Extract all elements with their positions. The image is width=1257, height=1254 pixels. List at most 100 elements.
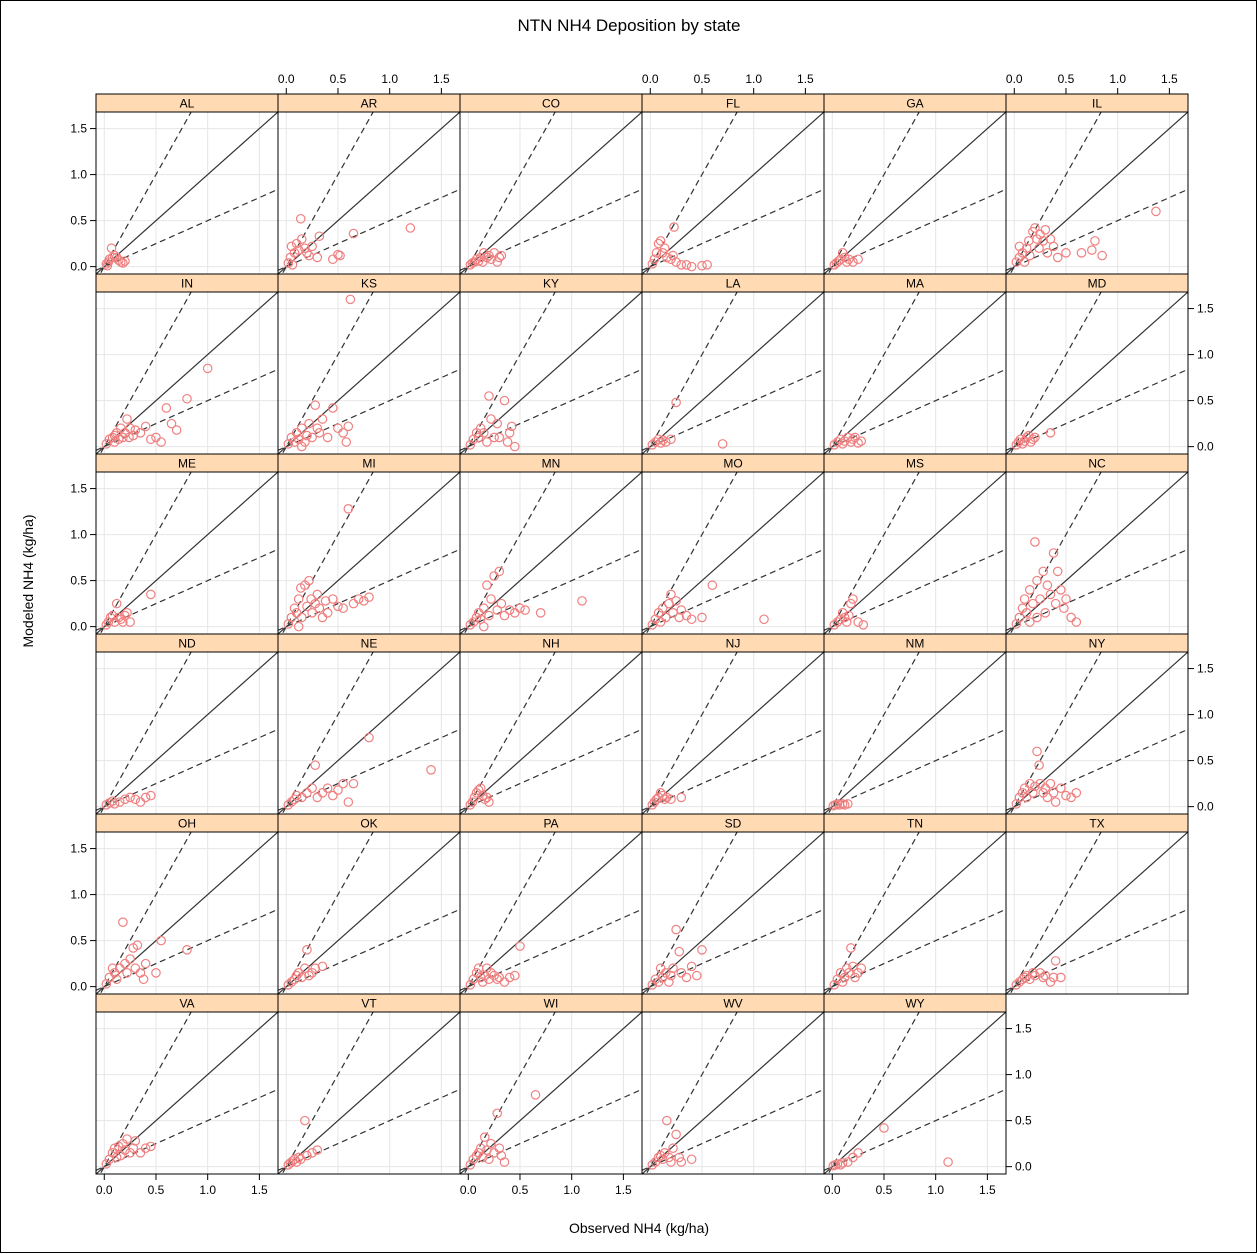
data-point (697, 612, 707, 623)
panel-wv: WV (641, 993, 825, 1175)
data-point (674, 612, 685, 623)
data-point (647, 1159, 658, 1170)
data-point (1087, 245, 1097, 255)
ratio-line-0-5 (460, 1088, 642, 1171)
data-point (647, 619, 658, 630)
y-tick-label-right: 0.0 (1197, 800, 1214, 814)
data-point (1056, 585, 1066, 595)
one-to-one-line (642, 112, 824, 274)
one-to-one-line (642, 1012, 824, 1174)
data-point (496, 598, 507, 609)
data-point (111, 974, 122, 985)
data-point (842, 799, 853, 809)
data-point (130, 1136, 141, 1146)
panel-ma: MA (823, 273, 1007, 455)
panel-inner (642, 652, 824, 814)
data-point (107, 796, 118, 806)
data-point (686, 614, 697, 625)
data-point (293, 621, 304, 632)
panel-inner (460, 292, 642, 454)
data-point (671, 257, 681, 267)
data-point (668, 963, 678, 974)
panel-sd: SD (641, 813, 825, 995)
data-point (686, 1154, 697, 1165)
data-point (120, 256, 130, 266)
one-to-one-line (96, 472, 278, 634)
data-point (655, 438, 666, 448)
x-axis-title: Observed NH4 (kg/ha) (569, 1220, 709, 1236)
x-tick-label: 0.5 (512, 1183, 529, 1197)
panel-inner (96, 292, 278, 454)
panel-nj: NJ (641, 633, 825, 815)
data-point (1021, 792, 1032, 803)
one-to-one-line (278, 1012, 460, 1174)
data-point (647, 979, 658, 990)
strip-label-nd: ND (178, 637, 196, 651)
data-point (314, 603, 325, 614)
data-point (494, 432, 505, 443)
strip-label-nc: NC (1088, 457, 1106, 471)
data-point (650, 437, 661, 447)
data-point (302, 1150, 312, 1161)
data-point (307, 783, 317, 794)
data-point (317, 414, 328, 424)
strip (1005, 273, 1189, 293)
data-point (122, 608, 132, 618)
data-point (647, 259, 658, 269)
x-tick-label-top: 1.0 (381, 72, 398, 86)
data-point (515, 941, 525, 951)
strip-label-sd: SD (725, 817, 742, 831)
data-point (312, 589, 323, 600)
x-tick-label: 1.0 (199, 1183, 216, 1197)
data-point (291, 970, 302, 981)
one-to-one-line (1006, 652, 1188, 814)
data-point (102, 260, 113, 271)
panel-ky: KY (459, 273, 643, 455)
data-point (504, 605, 515, 615)
data-point (1045, 778, 1056, 789)
data-point (1030, 537, 1040, 547)
panel-inner (278, 652, 460, 814)
ratio-line-0-5 (824, 548, 1006, 631)
data-point (120, 794, 130, 805)
panel-inner (460, 1012, 642, 1174)
data-point (283, 979, 294, 990)
data-point (353, 594, 364, 604)
y-tick-label-right: 1.0 (1015, 1068, 1032, 1082)
ratio-line-0-5 (96, 728, 278, 811)
data-point (107, 963, 118, 974)
data-point (312, 252, 323, 263)
data-point (486, 968, 496, 978)
data-point (1048, 788, 1059, 798)
data-point (1024, 250, 1035, 261)
data-point (1045, 428, 1056, 438)
strip-label-ne: NE (361, 637, 378, 651)
data-point (717, 439, 728, 449)
strip-label-ar: AR (361, 97, 378, 111)
data-point (328, 403, 338, 413)
data-point (1045, 589, 1056, 600)
data-point (317, 961, 328, 972)
data-point (287, 259, 298, 270)
data-point (128, 1143, 139, 1154)
data-point (520, 605, 530, 615)
data-point (482, 792, 492, 803)
data-point (846, 598, 856, 609)
data-point (1038, 236, 1049, 246)
ratio-line-0-5 (460, 728, 642, 811)
data-point (686, 961, 697, 972)
one-to-one-line (96, 112, 278, 274)
data-point (856, 436, 867, 446)
data-point (465, 979, 476, 990)
x-tick-label-top: 1.5 (1161, 72, 1178, 86)
data-point (486, 414, 496, 424)
data-point (657, 1154, 668, 1165)
data-point (666, 589, 676, 600)
data-point (118, 917, 128, 928)
panel-mn: MN (459, 453, 643, 635)
data-point (296, 441, 307, 452)
panel-inner (824, 832, 1006, 994)
data-point (1050, 598, 1061, 609)
data-point (1059, 603, 1069, 614)
ratio-line-0-5 (460, 188, 642, 271)
